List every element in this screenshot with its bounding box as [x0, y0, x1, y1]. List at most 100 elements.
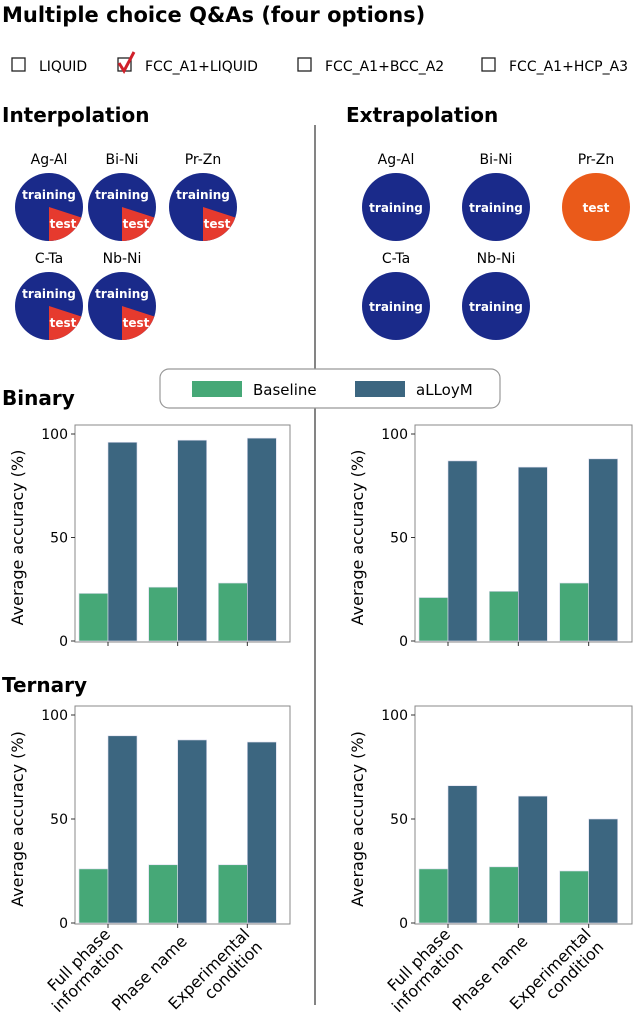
checkbox[interactable] — [11, 57, 26, 72]
interpolation-heading: Interpolation — [2, 103, 149, 127]
pie-extrap-Ag-Al: Ag-Al training — [362, 152, 430, 241]
system-label: Pr-Zn — [185, 152, 222, 168]
pie-training-circle — [462, 272, 530, 340]
option-2[interactable]: FCC_A1+BCC_A2 — [297, 57, 444, 75]
legend-swatch-alloym — [355, 381, 405, 397]
bar-baseline-1 — [148, 864, 178, 924]
pie-training-circle — [462, 173, 530, 241]
ternary-heading: Ternary — [2, 673, 87, 697]
training-label: training — [22, 188, 76, 202]
chart-0: 0 50 100 Average accuracy (%) — [8, 424, 291, 650]
pie-test-slice — [122, 207, 155, 241]
bar-alloym-2 — [247, 437, 277, 642]
y-tick-label: 0 — [399, 634, 408, 650]
bar-charts: 0 50 100 Average accuracy (%) 0 50 100 Average … — [8, 424, 633, 1016]
test-label: test — [583, 201, 610, 215]
plot-frame — [74, 424, 291, 643]
system-label: Nb-Ni — [103, 251, 142, 267]
bar-alloym-0 — [107, 441, 138, 642]
legend-box — [159, 368, 501, 409]
y-tick-label: 100 — [41, 427, 68, 443]
option-0[interactable]: LIQUID — [11, 57, 87, 75]
bar-baseline-0 — [78, 868, 109, 924]
pie-training-circle — [362, 272, 430, 340]
y-axis-label: Average accuracy (%) — [348, 731, 367, 907]
bar-baseline-1 — [489, 866, 519, 924]
pie-training-circle — [362, 173, 430, 241]
bar-baseline-0 — [418, 597, 449, 642]
y-tick-label: 100 — [41, 708, 68, 724]
checkbox[interactable] — [481, 57, 496, 72]
system-label: Nb-Ni — [477, 251, 516, 267]
bar-alloym-2 — [247, 741, 277, 924]
checkbox[interactable] — [297, 57, 312, 72]
bar-baseline-2 — [559, 582, 589, 642]
figure-title: Multiple choice Q&As (four options) — [2, 3, 425, 27]
bar-baseline-1 — [148, 586, 178, 642]
y-axis-label: Average accuracy (%) — [8, 450, 27, 626]
training-label: training — [95, 287, 149, 301]
pie-extrap-C-Ta: C-Ta training — [362, 251, 430, 340]
y-tick-label: 50 — [50, 812, 68, 828]
y-tick-label: 0 — [59, 916, 68, 932]
bar-baseline-0 — [78, 593, 109, 642]
bar-baseline-2 — [559, 870, 589, 924]
bar-baseline-2 — [218, 582, 248, 642]
y-tick-label: 0 — [59, 634, 68, 650]
bar-alloym-1 — [518, 466, 548, 642]
pie-test-circle — [562, 173, 630, 241]
test-label: test — [50, 316, 77, 330]
plot-frame — [414, 424, 633, 643]
training-label: training — [95, 188, 149, 202]
y-tick-label: 0 — [399, 916, 408, 932]
training-label: training — [369, 201, 423, 215]
bar-alloym-1 — [518, 795, 548, 924]
bar-baseline-0 — [418, 868, 449, 924]
pie-extrap-Pr-Zn: Pr-Zn test — [562, 152, 630, 241]
system-label: C-Ta — [382, 251, 410, 267]
pie-interp-Ag-Al: Ag-Al training test — [15, 152, 83, 241]
option-label: FCC_A1+LIQUID — [145, 59, 258, 75]
option-label: FCC_A1+BCC_A2 — [325, 59, 444, 75]
pie-test-slice — [203, 207, 236, 241]
pie-interp-Bi-Ni: Bi-Ni training test — [88, 152, 156, 241]
system-label: Bi-Ni — [106, 152, 139, 168]
system-label: Bi-Ni — [480, 152, 513, 168]
legend: Baseline aLLoyM — [159, 368, 501, 409]
y-tick-label: 50 — [50, 531, 68, 547]
bar-alloym-1 — [177, 439, 207, 642]
training-label: training — [469, 300, 523, 314]
pie-charts: Ag-Al training test Bi-Ni training test Pr-Zn t… — [15, 152, 630, 340]
y-tick-label: 50 — [390, 812, 408, 828]
binary-heading: Binary — [2, 386, 75, 410]
pie-test-slice — [49, 207, 82, 241]
training-label: training — [469, 201, 523, 215]
training-label: training — [22, 287, 76, 301]
option-label: LIQUID — [39, 59, 87, 75]
pie-extrap-Bi-Ni: Bi-Ni training — [462, 152, 530, 241]
bar-baseline-1 — [489, 591, 519, 642]
bar-alloym-1 — [177, 739, 207, 924]
plot-frame — [74, 705, 291, 925]
bar-alloym-0 — [107, 735, 138, 924]
option-1[interactable]: FCC_A1+LIQUID — [117, 51, 258, 75]
pie-test-slice — [49, 306, 82, 340]
option-3[interactable]: FCC_A1+HCP_A3 — [481, 57, 628, 75]
pie-interp-C-Ta: C-Ta training test — [15, 251, 83, 340]
test-label: test — [50, 217, 77, 231]
training-label: training — [369, 300, 423, 314]
answer-options: LIQUID FCC_A1+LIQUID FCC_A1+BCC_A2 FCC_A1+H… — [11, 51, 628, 75]
option-label: FCC_A1+HCP_A3 — [509, 59, 628, 75]
pie-interp-Pr-Zn: Pr-Zn training test — [169, 152, 237, 241]
pie-interp-Nb-Ni: Nb-Ni training test — [88, 251, 156, 340]
chart-1: 0 50 100 Average accuracy (%) — [348, 424, 633, 650]
legend-label-baseline: Baseline — [253, 381, 317, 399]
test-label: test — [123, 217, 150, 231]
training-label: training — [176, 188, 230, 202]
legend-swatch-baseline — [192, 381, 242, 397]
bar-alloym-0 — [447, 785, 478, 924]
system-label: Ag-Al — [31, 152, 68, 168]
